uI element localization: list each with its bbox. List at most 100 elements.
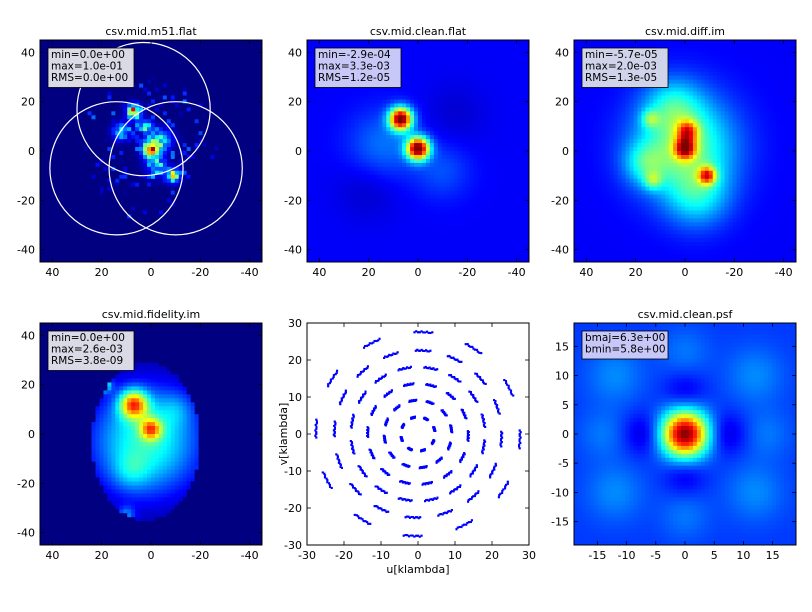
heatmap-cell	[71, 206, 77, 212]
heatmap-cell	[310, 59, 316, 65]
heatmap-cell	[95, 246, 101, 251]
heatmap-cell	[115, 194, 120, 200]
heatmap-cell	[358, 43, 364, 49]
heatmap-cell	[342, 115, 348, 120]
heatmap-cell	[79, 151, 85, 156]
heatmap-cell	[210, 210, 216, 216]
heatmap-cell	[410, 123, 415, 128]
heatmap-cell	[307, 111, 312, 116]
heatmap-cell	[433, 143, 439, 148]
heatmap-cell	[47, 250, 53, 255]
heatmap-cell	[218, 210, 223, 216]
heatmap-cell	[115, 158, 120, 164]
heatmap-cell	[517, 83, 522, 89]
heatmap-cell	[107, 178, 112, 184]
heatmap-cell	[99, 43, 105, 49]
heatmap-cell	[194, 202, 200, 208]
heatmap-cell	[238, 214, 243, 219]
heatmap-cell	[115, 139, 120, 144]
heatmap-cell	[222, 135, 227, 140]
heatmap-cell	[67, 190, 73, 196]
heatmap-cell	[346, 111, 352, 116]
heatmap-cell	[453, 131, 459, 136]
heatmap-cell	[250, 178, 255, 184]
heatmap-cell	[394, 143, 399, 148]
heatmap-cell	[151, 178, 156, 184]
heatmap-cell	[143, 47, 148, 53]
heatmap-cell	[75, 107, 81, 112]
heatmap-cell	[238, 127, 243, 132]
heatmap-cell	[410, 139, 415, 144]
heatmap-cell	[246, 154, 251, 160]
heatmap-cell	[51, 131, 57, 136]
heatmap-cell	[95, 206, 101, 212]
heatmap-cell	[202, 91, 208, 97]
heatmap-cell	[513, 154, 518, 160]
heatmap-cell	[143, 190, 148, 196]
heatmap-cell	[378, 123, 383, 128]
heatmap-cell	[402, 139, 407, 144]
heatmap-cell	[410, 59, 415, 65]
heatmap-cell	[147, 158, 152, 164]
heatmap-cell	[242, 154, 247, 160]
heatmap-cell	[461, 79, 467, 85]
heatmap-cell	[107, 147, 112, 152]
heatmap-cell	[143, 95, 148, 101]
heatmap-cell	[234, 182, 239, 188]
heatmap-cell	[414, 95, 419, 101]
heatmap-cell	[79, 210, 85, 216]
heatmap-cell	[67, 258, 73, 262]
heatmap-cell	[310, 147, 316, 152]
heatmap-cell	[425, 103, 431, 108]
heatmap-cell	[166, 238, 172, 243]
heatmap-cell	[115, 246, 120, 251]
heatmap-cell	[445, 75, 451, 81]
heatmap-cell	[206, 182, 212, 188]
heatmap-cell	[79, 186, 85, 192]
heatmap-cell	[71, 246, 77, 251]
heatmap-cell	[421, 59, 427, 65]
heatmap-cell	[366, 107, 372, 112]
heatmap-cell	[154, 198, 160, 204]
heatmap-cell	[322, 166, 328, 172]
heatmap-cell	[429, 75, 435, 81]
heatmap-cell	[147, 119, 152, 124]
heatmap-cell	[214, 194, 219, 200]
heatmap-cell	[198, 250, 204, 255]
heatmap-cell	[178, 194, 184, 200]
heatmap-cell	[425, 75, 431, 81]
heatmap-cell	[210, 174, 216, 180]
heatmap-cell	[326, 127, 332, 132]
heatmap-cell	[402, 154, 407, 160]
heatmap-cell	[186, 242, 192, 247]
heatmap-cell	[310, 111, 316, 116]
heatmap-cell	[222, 43, 227, 49]
heatmap-cell	[123, 202, 128, 208]
heatmap-cell	[186, 71, 192, 77]
heatmap-cell	[314, 151, 320, 156]
heatmap-cell	[358, 99, 364, 105]
heatmap-cell	[338, 127, 344, 132]
heatmap-cell	[501, 75, 506, 81]
heatmap-cell	[198, 238, 204, 243]
heatmap-cell	[449, 123, 455, 128]
heatmap-cell	[178, 63, 184, 69]
heatmap-cell	[143, 143, 148, 148]
heatmap-cell	[358, 154, 364, 160]
heatmap-cell	[314, 119, 320, 124]
heatmap-cell	[477, 67, 483, 73]
heatmap-cell	[170, 254, 176, 259]
heatmap-cell	[250, 254, 255, 259]
heatmap-cell	[386, 103, 391, 108]
heatmap-cell	[182, 170, 188, 176]
heatmap-cell	[402, 75, 407, 81]
heatmap-cell	[242, 111, 247, 116]
heatmap-cell	[63, 107, 69, 112]
heatmap-cell	[198, 166, 204, 172]
heatmap-cell	[87, 214, 93, 219]
heatmap-cell	[182, 119, 188, 124]
heatmap-cell	[178, 162, 184, 168]
heatmap-cell	[489, 107, 494, 112]
heatmap-cell	[107, 143, 112, 148]
heatmap-cell	[143, 55, 148, 61]
